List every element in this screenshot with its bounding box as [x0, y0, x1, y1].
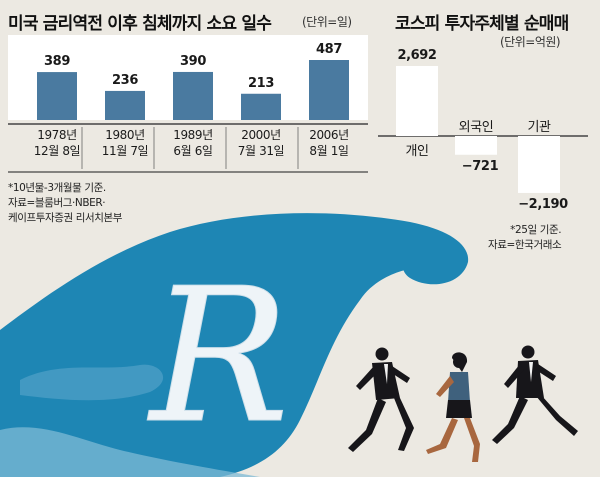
left-x-tick-label: 1980년 11월 7일	[87, 127, 163, 159]
left-bar-value-label: 213	[248, 75, 274, 91]
left-x-tick-line: 1978년	[37, 128, 77, 142]
left-x-tick-line: 2006년	[309, 128, 349, 142]
right-category-label: 외국인	[458, 120, 494, 135]
left-x-tick-line: 6월 6일	[173, 144, 213, 158]
left-chart-unit: (단위=일)	[302, 15, 352, 29]
running-man-2	[492, 345, 578, 444]
left-bar	[37, 72, 77, 120]
left-note-line: 케이프투자증권 리서치본부	[8, 212, 123, 224]
running-woman	[426, 352, 480, 462]
logo-letter-r: R	[147, 248, 289, 464]
left-bar-value-label: 487	[316, 42, 342, 57]
left-x-tick-line: 7월 31일	[237, 144, 285, 158]
right-bar-value-label: −2,190	[518, 196, 568, 212]
right-bar	[518, 136, 560, 193]
left-bar-value-label: 236	[112, 72, 138, 88]
left-x-tick-line: 12월 8일	[33, 144, 81, 158]
left-chart-notes: *10년물-3개월물 기준. 자료=블룸버그·NBER· 케이프투자증권 리서치…	[8, 181, 122, 226]
left-bar	[241, 93, 281, 120]
right-category-label: 개인	[405, 144, 429, 159]
right-chart-notes: *25일 기준. 자료=한국거래소	[488, 223, 562, 253]
left-x-tick-line: 1989년	[173, 128, 213, 142]
wave-spray	[0, 427, 260, 477]
left-x-tick-line: 8월 1일	[309, 144, 349, 158]
right-bar-value-label: 2,692	[397, 48, 437, 63]
left-x-tick-line: 1980년	[105, 128, 145, 142]
left-bar	[173, 71, 213, 120]
left-x-tick-line: 11월 7일	[101, 144, 149, 158]
right-note-line: *25일 기준.	[510, 224, 562, 236]
running-man-1	[348, 347, 414, 452]
left-x-tick-label: 2000년 7월 31일	[223, 127, 299, 159]
wave-foam	[20, 364, 164, 401]
left-note-line: *10년물-3개월물 기준.	[8, 182, 106, 194]
left-bar-value-label: 389	[44, 54, 70, 70]
left-x-tick-label: 1989년 6월 6일	[155, 127, 231, 159]
right-bar-value-label: −721	[461, 158, 499, 174]
left-x-tick-line: 2000년	[241, 128, 281, 142]
left-note-line: 자료=블룸버그·NBER·	[8, 197, 106, 209]
left-bar	[105, 90, 145, 120]
right-category-label: 기관	[527, 120, 551, 135]
left-bar-value-label: 390	[180, 53, 206, 69]
right-note-line: 자료=한국거래소	[488, 239, 562, 251]
right-bar	[396, 66, 438, 136]
wave-shape	[0, 213, 469, 477]
right-chart-unit: (단위=억원)	[500, 35, 561, 49]
right-bar	[455, 136, 497, 155]
left-bar	[309, 60, 349, 120]
left-x-tick-label: 1978년 12월 8일	[19, 127, 95, 159]
right-chart-title: 코스피 투자주체별 순매매	[395, 14, 569, 34]
left-chart-title: 미국 금리역전 이후 침체까지 소요 일수	[8, 14, 272, 34]
left-x-tick-label: 2006년 8월 1일	[291, 127, 367, 159]
